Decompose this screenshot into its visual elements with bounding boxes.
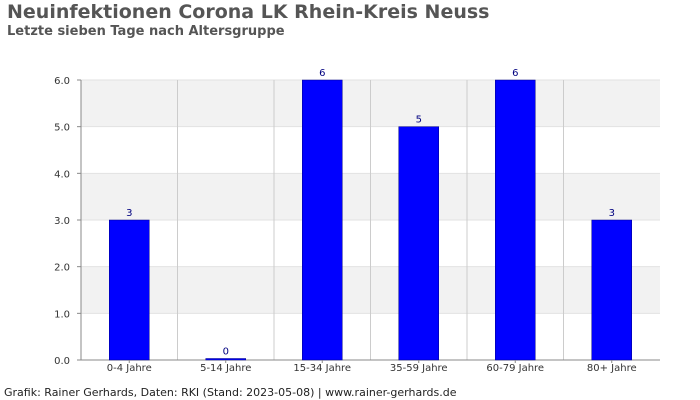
bar: [591, 219, 632, 361]
y-tick-label: 3.0: [54, 216, 70, 227]
x-tick-label: 0-4 Jahre: [107, 363, 152, 374]
bar-value-label: 6: [512, 68, 518, 79]
bar: [495, 79, 536, 361]
y-tick-label: 0.0: [54, 356, 70, 367]
bar-value-label: 3: [126, 208, 132, 219]
bar: [109, 219, 150, 361]
y-tick-label: 1.0: [54, 309, 70, 320]
x-tick-label: 15-34 Jahre: [293, 363, 351, 374]
y-tick-label: 4.0: [54, 169, 70, 180]
y-tick-label: 2.0: [54, 263, 70, 274]
x-tick-label: 35-59 Jahre: [390, 363, 448, 374]
chart-title: Neuinfektionen Corona LK Rhein-Kreis Neu…: [7, 1, 490, 23]
x-tick-label: 60-79 Jahre: [486, 363, 544, 374]
chart-subtitle: Letzte sieben Tage nach Altersgruppe: [7, 24, 285, 39]
bar-value-label: 5: [416, 115, 422, 126]
footer-credit: Grafik: Rainer Gerhards, Daten: RKI (Sta…: [4, 386, 457, 399]
bar: [398, 126, 439, 361]
bar-value-label: 6: [319, 68, 325, 79]
y-tick-label: 5.0: [54, 123, 70, 134]
x-tick-label: 5-14 Jahre: [200, 363, 251, 374]
x-tick-label: 80+ Jahre: [587, 363, 637, 374]
bar-value-label: 0: [223, 347, 229, 358]
bar: [302, 79, 343, 361]
y-tick-label: 6.0: [54, 76, 70, 87]
bar-value-label: 3: [609, 208, 615, 219]
bar: [205, 358, 246, 361]
